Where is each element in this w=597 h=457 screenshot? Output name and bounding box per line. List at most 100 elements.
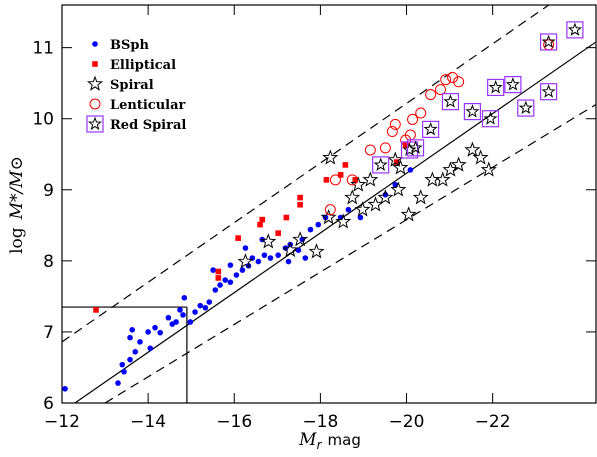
- bsph-point: [227, 262, 234, 268]
- red-spiral-star: [567, 22, 582, 36]
- spiral-point: [86, 75, 104, 91]
- spiral-point: [292, 231, 309, 247]
- lenticular-point: [440, 74, 452, 86]
- x-label-sub: r: [317, 438, 323, 452]
- bsph-point: [177, 307, 183, 313]
- red-spiral-point: [463, 103, 482, 121]
- bsph-point: [115, 380, 121, 386]
- y-axis-label: log M*/M⊙: [7, 156, 27, 254]
- red-spiral-point: [441, 93, 460, 111]
- red-spiral-point: [86, 115, 104, 133]
- spiral-point: [320, 209, 337, 225]
- elliptical-point: [342, 162, 349, 168]
- red-spiral-box: [372, 156, 390, 174]
- y-tick-label: 7: [43, 323, 54, 343]
- spiral-point: [424, 171, 441, 187]
- lenticular-point: [389, 118, 401, 130]
- y-tick-label: 8: [43, 252, 54, 272]
- red-spiral-star: [408, 140, 423, 154]
- bsph-point: [152, 324, 158, 331]
- bsph-point: [295, 247, 302, 253]
- red-spiral-box: [566, 21, 584, 39]
- bsph-point: [180, 312, 186, 318]
- elliptical-point: [92, 61, 98, 67]
- bsph-point: [322, 214, 329, 221]
- lenticular-point: [386, 126, 398, 138]
- spiral-point: [400, 206, 417, 222]
- x-tick-label: −12: [44, 412, 80, 432]
- legend-label: Lenticular: [110, 98, 186, 113]
- elliptical-point: [275, 230, 281, 236]
- red-spiral-star: [373, 157, 388, 171]
- bsph-point: [62, 385, 68, 392]
- elliptical-point: [235, 235, 241, 241]
- spiral-point: [377, 189, 394, 205]
- x-tick-label: −20: [389, 412, 425, 432]
- spiral-point: [308, 243, 325, 259]
- bsph-point: [192, 309, 198, 315]
- red-spiral-star: [541, 84, 556, 98]
- spiral-point: [237, 253, 254, 269]
- spiral-point: [392, 159, 409, 175]
- reference-line: [74, 41, 596, 403]
- elliptical-point: [393, 159, 400, 165]
- spiral-point: [434, 171, 451, 187]
- red-spiral-star: [443, 94, 458, 108]
- bsph-point: [197, 302, 204, 309]
- red-spiral-box: [540, 33, 558, 51]
- bsph-point: [119, 361, 126, 368]
- red-spiral-point: [566, 21, 584, 39]
- x-label-symbol: M: [298, 430, 317, 450]
- red-spiral-star: [505, 77, 520, 91]
- spiral-point: [260, 233, 277, 249]
- bsph-point: [187, 319, 194, 325]
- red-spiral-box: [487, 78, 505, 97]
- lenticular-point: [346, 174, 358, 186]
- spiral-point: [387, 151, 404, 167]
- elliptical-point: [215, 268, 222, 275]
- red-spiral-box: [517, 99, 535, 117]
- bsph-point: [121, 368, 127, 375]
- spiral-point: [390, 181, 407, 197]
- bsph-point: [147, 345, 154, 352]
- lenticular-point: [89, 98, 101, 110]
- bsph-point: [227, 279, 234, 285]
- red-spiral-point: [540, 33, 558, 51]
- bsph-point: [357, 214, 364, 221]
- legend-label: Red Spiral: [110, 118, 186, 133]
- lenticular-point: [324, 204, 336, 216]
- red-spiral-point: [400, 141, 419, 159]
- red-spiral-star: [541, 34, 556, 48]
- red-spiral-star: [402, 142, 417, 156]
- red-spiral-point: [422, 120, 440, 138]
- elliptical-point: [283, 214, 290, 221]
- bsph-point: [145, 329, 151, 335]
- bsph-point: [299, 236, 306, 243]
- red-spiral-star: [483, 111, 498, 125]
- red-spiral-point: [372, 156, 390, 174]
- elliptical-point: [337, 172, 344, 178]
- lenticular-point: [447, 71, 459, 83]
- bsph-point: [210, 267, 216, 273]
- spiral-point: [464, 141, 481, 157]
- bsph-point: [302, 255, 309, 261]
- bsph-point: [222, 277, 229, 283]
- red-spiral-box: [86, 115, 104, 133]
- spiral-point: [480, 161, 497, 177]
- lenticular-point: [364, 144, 376, 156]
- y-label-expr: M*/M⊙: [7, 156, 27, 220]
- y-tick-label: 9: [43, 181, 54, 201]
- red-spiral-box: [504, 75, 522, 94]
- x-tick-label: −14: [130, 412, 166, 432]
- lenticular-point: [407, 113, 419, 125]
- red-spiral-point: [540, 83, 558, 101]
- bsph-point: [206, 299, 213, 305]
- x-axis-label: Mr mag: [298, 430, 361, 452]
- y-label-prefix: log: [7, 227, 27, 254]
- spiral-point: [442, 161, 459, 177]
- red-spiral-point: [406, 139, 425, 157]
- lenticular-point: [453, 76, 465, 88]
- bsph-point: [285, 258, 292, 265]
- bsph-point: [132, 349, 139, 355]
- red-spiral-star: [423, 121, 438, 136]
